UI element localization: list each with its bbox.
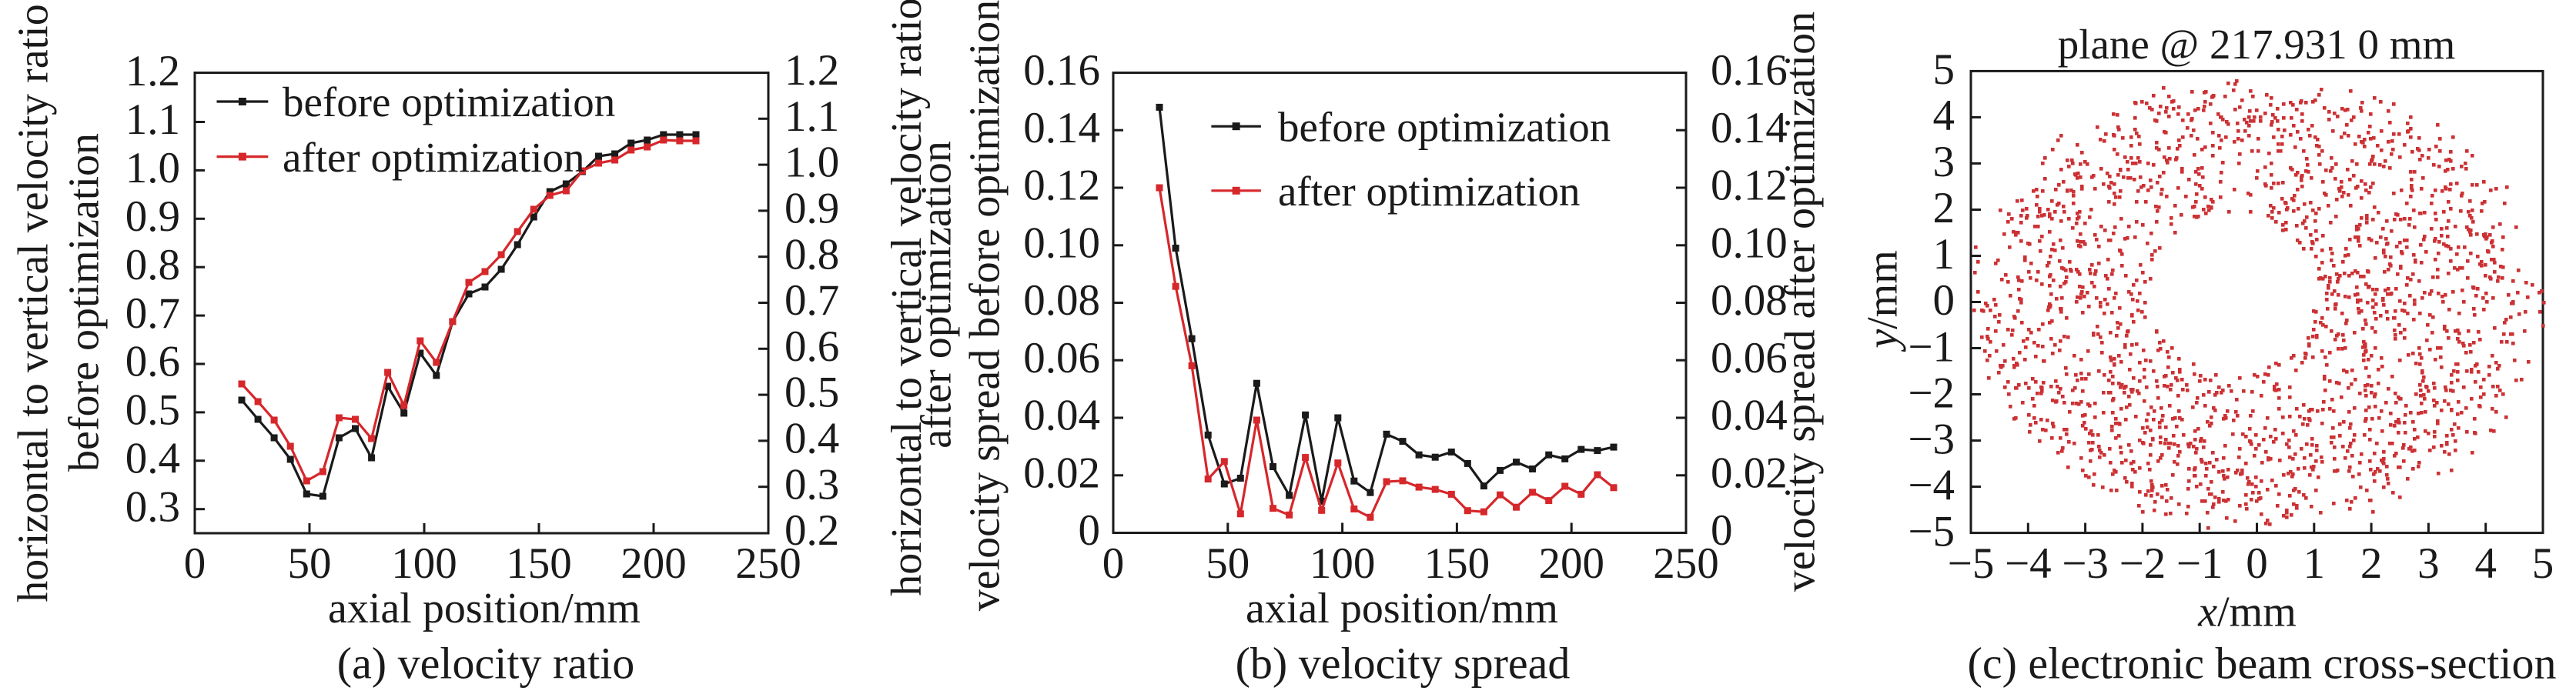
svg-text:0.8: 0.8 bbox=[125, 241, 180, 289]
svg-text:0.06: 0.06 bbox=[1711, 334, 1788, 382]
svg-text:200: 200 bbox=[621, 539, 687, 588]
svg-text:50: 50 bbox=[1206, 539, 1250, 588]
svg-text:0.7: 0.7 bbox=[125, 289, 180, 338]
svg-text:1.2: 1.2 bbox=[125, 47, 180, 95]
svg-text:0: 0 bbox=[184, 539, 206, 588]
svg-text:1.0: 1.0 bbox=[785, 138, 839, 187]
svg-text:y/mm: y/mm bbox=[1858, 250, 1906, 352]
svg-text:0.3: 0.3 bbox=[785, 460, 839, 509]
svg-text:0.12: 0.12 bbox=[1023, 162, 1100, 210]
svg-text:axial position/mm: axial position/mm bbox=[328, 585, 641, 632]
svg-text:after optimization: after optimization bbox=[912, 141, 960, 449]
svg-text:50: 50 bbox=[288, 539, 332, 588]
svg-text:−2: −2 bbox=[2119, 539, 2166, 588]
svg-text:0.10: 0.10 bbox=[1711, 219, 1788, 267]
svg-text:0.14: 0.14 bbox=[1711, 104, 1788, 152]
svg-text:0.2: 0.2 bbox=[785, 506, 839, 555]
svg-text:5: 5 bbox=[1933, 45, 1955, 94]
svg-text:(a) velocity ratio: (a) velocity ratio bbox=[337, 638, 635, 688]
svg-text:1.2: 1.2 bbox=[785, 46, 839, 95]
svg-text:200: 200 bbox=[1538, 539, 1604, 588]
svg-text:0.06: 0.06 bbox=[1023, 334, 1100, 382]
svg-text:0.12: 0.12 bbox=[1711, 162, 1788, 210]
svg-text:150: 150 bbox=[506, 539, 572, 588]
svg-text:horizontal to vertical velocit: horizontal to vertical velocity ratio bbox=[883, 0, 931, 596]
svg-text:velocity spread before optimiz: velocity spread before optimization bbox=[961, 0, 1009, 611]
svg-text:1: 1 bbox=[1933, 230, 1955, 279]
svg-text:0.8: 0.8 bbox=[785, 230, 839, 279]
svg-text:x/mm: x/mm bbox=[2197, 589, 2297, 636]
svg-text:horizontal to vertical velocit: horizontal to vertical velocity ratio bbox=[9, 4, 57, 602]
svg-text:−4: −4 bbox=[1908, 461, 1955, 509]
svg-text:(b) velocity spread: (b) velocity spread bbox=[1236, 638, 1571, 688]
svg-text:0.02: 0.02 bbox=[1711, 449, 1788, 497]
svg-text:0.16: 0.16 bbox=[1711, 46, 1788, 95]
svg-text:3: 3 bbox=[2417, 539, 2440, 588]
svg-text:−1: −1 bbox=[2176, 539, 2223, 588]
svg-text:0: 0 bbox=[2246, 539, 2268, 588]
svg-text:−2: −2 bbox=[1908, 369, 1955, 417]
svg-text:150: 150 bbox=[1424, 539, 1490, 588]
svg-text:after optimization: after optimization bbox=[283, 134, 585, 181]
svg-text:0.6: 0.6 bbox=[785, 322, 839, 371]
svg-text:0: 0 bbox=[1711, 506, 1733, 555]
svg-text:axial position/mm: axial position/mm bbox=[1246, 585, 1558, 632]
svg-text:0.5: 0.5 bbox=[785, 369, 839, 417]
svg-text:1.1: 1.1 bbox=[785, 92, 839, 141]
svg-text:0.4: 0.4 bbox=[125, 435, 180, 483]
svg-text:0.5: 0.5 bbox=[125, 386, 180, 435]
svg-text:before optimization: before optimization bbox=[1278, 103, 1611, 150]
svg-text:−5: −5 bbox=[1908, 507, 1955, 556]
svg-text:1: 1 bbox=[2303, 539, 2326, 588]
svg-text:before optimization: before optimization bbox=[60, 133, 108, 472]
svg-text:−3: −3 bbox=[2062, 539, 2109, 588]
svg-text:0.9: 0.9 bbox=[785, 185, 839, 233]
svg-text:after optimization: after optimization bbox=[1278, 168, 1581, 215]
svg-text:−5: −5 bbox=[1948, 539, 1995, 588]
svg-text:250: 250 bbox=[735, 539, 801, 588]
svg-text:plane @ 217.931 0 mm: plane @ 217.931 0 mm bbox=[2058, 21, 2456, 68]
svg-text:velocity spread after optimiza: velocity spread after optimization bbox=[1776, 12, 1824, 592]
svg-text:1.0: 1.0 bbox=[125, 144, 180, 192]
svg-text:250: 250 bbox=[1653, 539, 1719, 588]
svg-text:0.4: 0.4 bbox=[785, 415, 839, 463]
svg-text:before optimization: before optimization bbox=[283, 78, 615, 125]
svg-text:−3: −3 bbox=[1908, 415, 1955, 463]
svg-text:0.02: 0.02 bbox=[1023, 449, 1100, 497]
svg-text:100: 100 bbox=[1310, 539, 1376, 588]
svg-text:3: 3 bbox=[1933, 138, 1955, 186]
svg-text:0.7: 0.7 bbox=[785, 276, 839, 325]
svg-text:2: 2 bbox=[2360, 539, 2383, 588]
svg-text:0.08: 0.08 bbox=[1711, 276, 1788, 325]
svg-text:5: 5 bbox=[2532, 539, 2554, 588]
svg-text:0.3: 0.3 bbox=[125, 482, 180, 531]
svg-text:0.04: 0.04 bbox=[1023, 392, 1100, 440]
svg-text:0.9: 0.9 bbox=[125, 192, 180, 241]
svg-text:(c) electronic beam cross-sect: (c) electronic beam cross-section bbox=[1968, 638, 2557, 688]
svg-text:0: 0 bbox=[1933, 276, 1955, 325]
svg-text:4: 4 bbox=[2474, 539, 2497, 588]
svg-text:100: 100 bbox=[391, 539, 457, 588]
svg-text:0.04: 0.04 bbox=[1711, 392, 1788, 440]
svg-text:0.14: 0.14 bbox=[1023, 104, 1100, 152]
svg-text:0.10: 0.10 bbox=[1023, 219, 1100, 267]
svg-text:1.1: 1.1 bbox=[125, 95, 180, 144]
svg-text:−4: −4 bbox=[2005, 539, 2052, 588]
svg-text:4: 4 bbox=[1933, 92, 1955, 140]
svg-text:0.6: 0.6 bbox=[125, 338, 180, 386]
svg-text:0: 0 bbox=[1102, 539, 1125, 588]
svg-text:2: 2 bbox=[1933, 184, 1955, 232]
svg-text:0: 0 bbox=[1079, 506, 1101, 555]
svg-text:0.08: 0.08 bbox=[1023, 276, 1100, 325]
svg-text:−1: −1 bbox=[1908, 322, 1955, 371]
svg-text:0.16: 0.16 bbox=[1023, 46, 1100, 95]
